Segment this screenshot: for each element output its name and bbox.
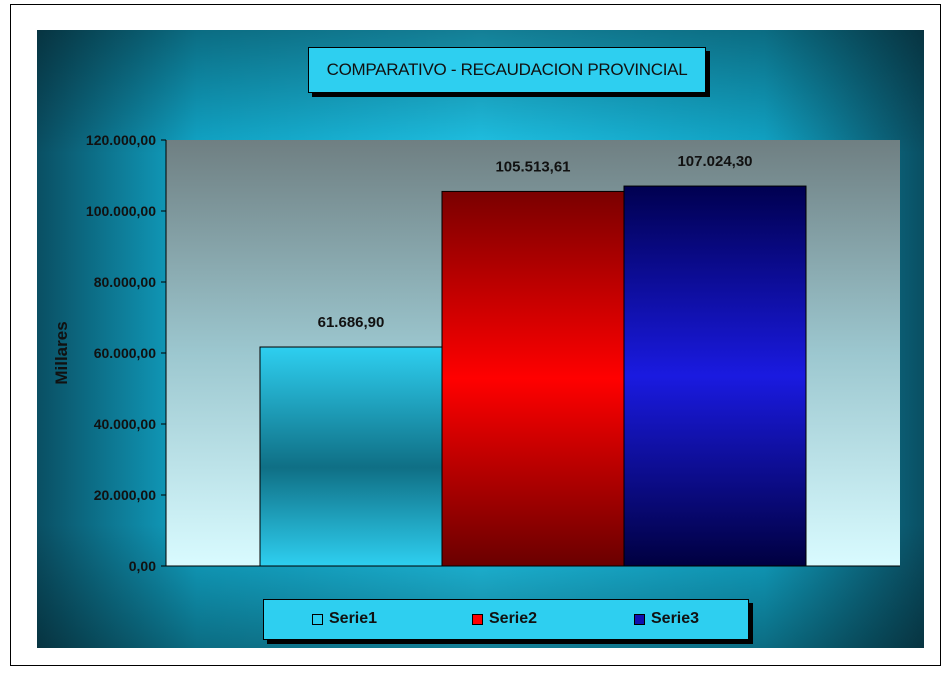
y-tick-label: 20.000,00 [94, 487, 156, 503]
y-tick-label: 80.000,00 [94, 274, 156, 290]
data-label-serie2: 105.513,61 [495, 158, 570, 175]
data-label-serie3: 107.024,30 [677, 153, 752, 170]
y-tick-label: 100.000,00 [86, 203, 156, 219]
chart-title: COMPARATIVO - RECAUDACION PROVINCIAL [308, 47, 706, 93]
data-label-serie1: 61.686,90 [318, 314, 385, 331]
data-labels: 61.686,90 105.513,61 107.024,30 [318, 153, 753, 331]
bar-serie1 [259, 346, 443, 567]
y-tick-label: 120.000,00 [86, 132, 156, 148]
legend: Serie1 Serie2 Serie3 [263, 599, 749, 640]
legend-swatch-serie2 [472, 613, 483, 625]
legend-label-serie3: Serie3 [651, 610, 700, 627]
legend-item-serie1: Serie1 [312, 610, 377, 628]
bar-serie2 [441, 190, 625, 567]
legend-label-serie1: Serie1 [329, 610, 378, 627]
y-tick-label: 60.000,00 [94, 345, 156, 361]
y-tick-label: 0,00 [129, 558, 156, 574]
legend-swatch-serie3 [634, 613, 645, 625]
legend-item-serie3: Serie3 [634, 610, 699, 628]
legend-item-serie2: Serie2 [472, 610, 537, 628]
legend-label-serie2: Serie2 [489, 610, 538, 627]
y-tick-label: 40.000,00 [94, 416, 156, 432]
legend-swatch-serie1 [312, 613, 323, 625]
bar-serie3 [623, 185, 807, 567]
y-axis-title: Millares [52, 321, 71, 384]
bars [259, 185, 807, 567]
y-axis: 0,00 20.000,00 40.000,00 60.000,00 80.000,00… [86, 132, 900, 574]
